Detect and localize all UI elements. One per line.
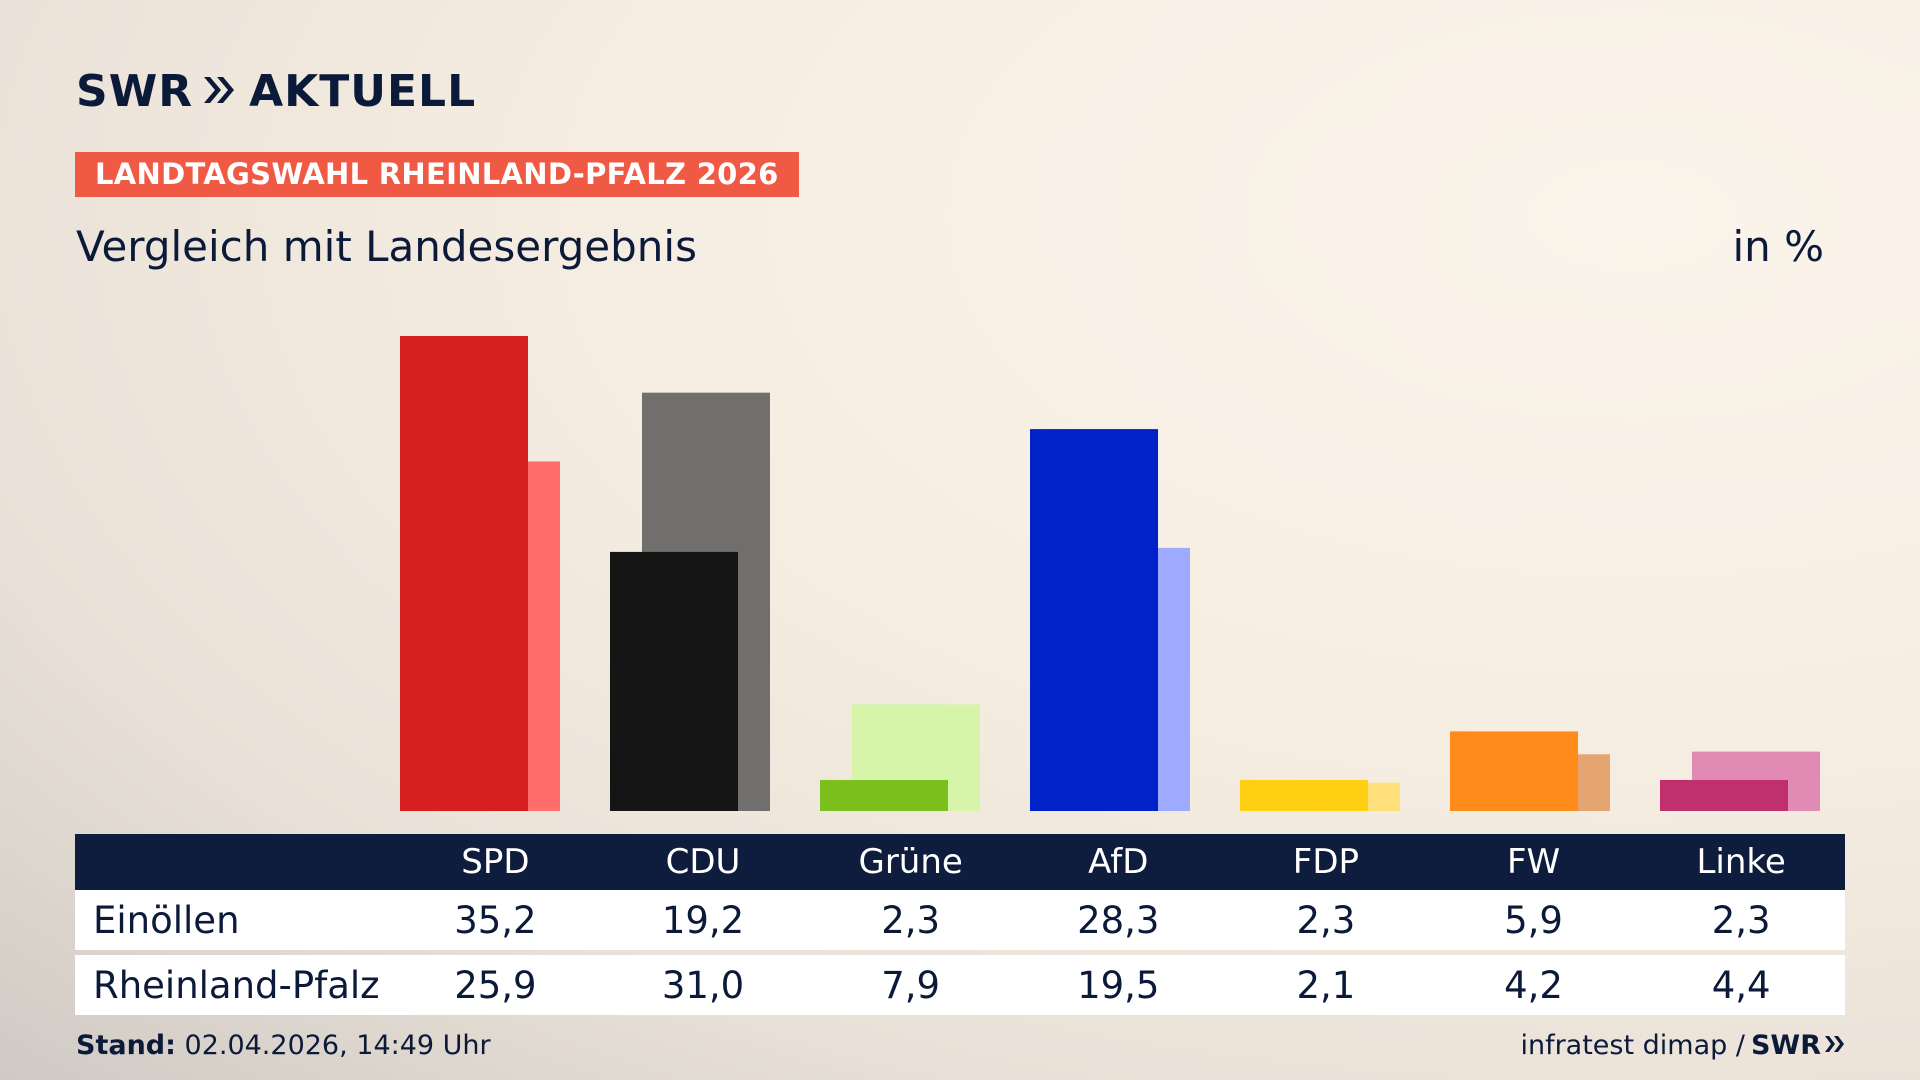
value-cell: 7,9 — [881, 963, 941, 1007]
row-label: Einöllen — [93, 898, 240, 942]
bar-spd-local — [400, 336, 528, 811]
value-cell: 28,3 — [1077, 898, 1160, 942]
source-credit: infratest dimap / SWR — [1520, 1030, 1846, 1061]
chart-subtitle: Vergleich mit Landesergebnis — [76, 222, 697, 271]
swr-aktuell-logo: SWR AKTUELL — [76, 66, 476, 117]
stand-value: 02.04.2026, 14:49 Uhr — [184, 1030, 491, 1061]
party-header: AfD — [1088, 842, 1149, 882]
logo-swr: SWR — [76, 66, 194, 117]
value-cell: 25,9 — [454, 963, 537, 1007]
election-kicker: LANDTAGSWAHL RHEINLAND-PFALZ 2026 — [75, 152, 799, 197]
stand-label: Stand: — [76, 1030, 176, 1061]
party-header: CDU — [665, 842, 741, 882]
bar-chart — [400, 336, 1820, 811]
bar-linke-local — [1660, 779, 1788, 811]
results-table: SPD CDU Grüne AfD FDP FW Linke Einöllen … — [75, 834, 1845, 1015]
value-cell: 4,2 — [1504, 963, 1563, 1007]
value-cell: 2,1 — [1296, 963, 1356, 1007]
value-cell: 2,3 — [1296, 898, 1356, 942]
value-cell: 2,3 — [881, 898, 941, 942]
value-cell: 19,2 — [661, 898, 745, 942]
value-cell: 5,9 — [1504, 898, 1563, 942]
header-corner — [75, 834, 392, 890]
bar-fdp-local — [1240, 779, 1368, 811]
double-chevron-icon — [1824, 1030, 1846, 1061]
timestamp: Stand: 02.04.2026, 14:49 Uhr — [76, 1030, 491, 1061]
double-chevron-icon — [201, 66, 237, 117]
table-row-state: Rheinland-Pfalz 25,9 31,0 7,9 19,5 2,1 4… — [75, 955, 1845, 1015]
party-header: Linke — [1696, 842, 1786, 882]
footer-swr-text: SWR — [1750, 1030, 1821, 1061]
unit-label: in % — [1732, 222, 1824, 271]
value-cell: 2,3 — [1711, 898, 1771, 942]
party-header: FW — [1506, 842, 1561, 882]
bar-grüne-local — [820, 779, 948, 811]
value-cell: 4,4 — [1711, 963, 1771, 1007]
bar-cdu-local — [610, 551, 738, 811]
row-label: Rheinland-Pfalz — [93, 963, 380, 1007]
value-cell: 19,5 — [1077, 963, 1160, 1007]
source-text: infratest dimap / — [1520, 1030, 1745, 1061]
value-cell: 31,0 — [661, 963, 745, 1007]
party-header: FDP — [1292, 842, 1360, 882]
party-header: SPD — [461, 842, 530, 882]
bar-fw-local — [1450, 731, 1578, 811]
bar-afd-local — [1030, 429, 1158, 811]
footer-swr-logo: SWR — [1751, 1030, 1846, 1061]
logo-aktuell: AKTUELL — [249, 66, 477, 117]
party-header-row: SPD CDU Grüne AfD FDP FW Linke — [75, 834, 1845, 890]
value-cell: 35,2 — [454, 898, 537, 942]
table-row-local: Einöllen 35,2 19,2 2,3 28,3 2,3 5,9 2,3 — [75, 890, 1845, 950]
party-header: Grüne — [858, 842, 963, 882]
